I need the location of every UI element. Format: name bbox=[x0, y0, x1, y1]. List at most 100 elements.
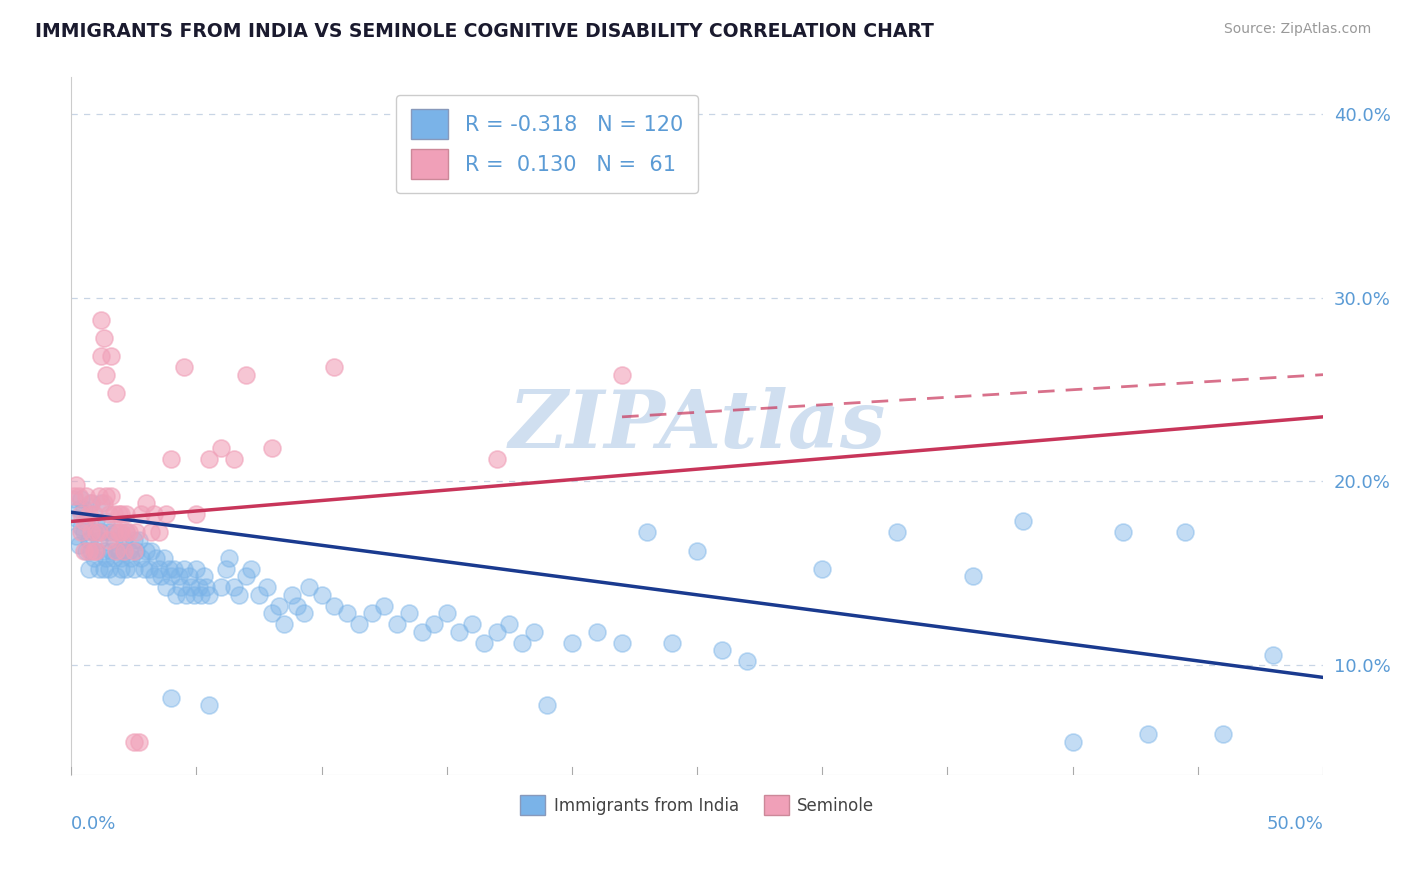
Point bbox=[115, 525, 138, 540]
Point bbox=[256, 581, 278, 595]
Point bbox=[90, 349, 112, 363]
Point bbox=[138, 562, 160, 576]
Point bbox=[77, 533, 100, 547]
Point bbox=[280, 588, 302, 602]
Point bbox=[122, 543, 145, 558]
Point bbox=[183, 588, 205, 602]
Point bbox=[75, 543, 97, 558]
Point bbox=[186, 562, 208, 576]
Point bbox=[187, 581, 209, 595]
Point bbox=[260, 441, 283, 455]
Point bbox=[115, 562, 138, 576]
Point bbox=[83, 507, 105, 521]
Text: ZIPAtlas: ZIPAtlas bbox=[509, 387, 886, 465]
Point bbox=[141, 525, 163, 540]
Point bbox=[96, 489, 118, 503]
Point bbox=[87, 525, 110, 540]
Point bbox=[77, 507, 100, 521]
Point bbox=[1174, 525, 1197, 540]
Point bbox=[93, 331, 115, 345]
Point bbox=[80, 543, 103, 558]
Point bbox=[198, 452, 221, 467]
Point bbox=[115, 507, 138, 521]
Point bbox=[211, 441, 233, 455]
Point bbox=[436, 606, 458, 620]
Point bbox=[235, 368, 257, 382]
Point bbox=[240, 562, 263, 576]
Point bbox=[67, 489, 90, 503]
Point bbox=[811, 562, 834, 576]
Point bbox=[70, 507, 93, 521]
Point bbox=[110, 551, 132, 566]
Point bbox=[84, 525, 107, 540]
Point bbox=[148, 562, 170, 576]
Point bbox=[228, 588, 250, 602]
Point bbox=[96, 515, 118, 529]
Point bbox=[65, 529, 87, 543]
Point bbox=[84, 543, 107, 558]
Point bbox=[115, 525, 138, 540]
Point bbox=[97, 525, 120, 540]
Point bbox=[103, 525, 125, 540]
Text: IMMIGRANTS FROM INDIA VS SEMINOLE COGNITIVE DISABILITY CORRELATION CHART: IMMIGRANTS FROM INDIA VS SEMINOLE COGNIT… bbox=[35, 22, 934, 41]
Point bbox=[155, 581, 177, 595]
Point bbox=[610, 635, 633, 649]
Point bbox=[87, 533, 110, 547]
Point bbox=[311, 588, 333, 602]
Point bbox=[498, 617, 520, 632]
Point bbox=[260, 606, 283, 620]
Point bbox=[195, 581, 218, 595]
Point bbox=[173, 562, 195, 576]
Point bbox=[73, 501, 96, 516]
Point bbox=[347, 617, 370, 632]
Point bbox=[145, 551, 167, 566]
Point bbox=[176, 588, 198, 602]
Point bbox=[67, 501, 90, 516]
Point bbox=[84, 543, 107, 558]
Point bbox=[105, 386, 128, 401]
Point bbox=[87, 562, 110, 576]
Point bbox=[160, 452, 183, 467]
Point bbox=[83, 525, 105, 540]
Point bbox=[103, 551, 125, 566]
Point bbox=[141, 543, 163, 558]
Point bbox=[735, 654, 758, 668]
Point bbox=[100, 489, 122, 503]
Point bbox=[75, 489, 97, 503]
Point bbox=[247, 588, 270, 602]
Point bbox=[461, 617, 484, 632]
Point bbox=[75, 515, 97, 529]
Point bbox=[135, 496, 157, 510]
Point bbox=[80, 496, 103, 510]
Point bbox=[80, 525, 103, 540]
Point bbox=[131, 551, 153, 566]
Point bbox=[661, 635, 683, 649]
Point bbox=[485, 452, 508, 467]
Point bbox=[267, 599, 290, 613]
Point bbox=[193, 569, 215, 583]
Point bbox=[1112, 525, 1135, 540]
Point bbox=[110, 525, 132, 540]
Point bbox=[108, 543, 131, 558]
Point bbox=[103, 507, 125, 521]
Point bbox=[510, 635, 533, 649]
Point bbox=[77, 562, 100, 576]
Point bbox=[1261, 648, 1284, 663]
Point bbox=[100, 543, 122, 558]
Point bbox=[103, 533, 125, 547]
Point bbox=[65, 477, 87, 491]
Point bbox=[586, 624, 609, 639]
Point bbox=[70, 520, 93, 534]
Point bbox=[93, 496, 115, 510]
Point bbox=[65, 510, 87, 524]
Point bbox=[222, 581, 245, 595]
Point bbox=[73, 525, 96, 540]
Point bbox=[235, 569, 257, 583]
Point bbox=[128, 734, 150, 748]
Point bbox=[96, 368, 118, 382]
Point bbox=[336, 606, 359, 620]
Point bbox=[180, 581, 202, 595]
Point bbox=[131, 507, 153, 521]
Point bbox=[125, 543, 148, 558]
Point bbox=[298, 581, 321, 595]
